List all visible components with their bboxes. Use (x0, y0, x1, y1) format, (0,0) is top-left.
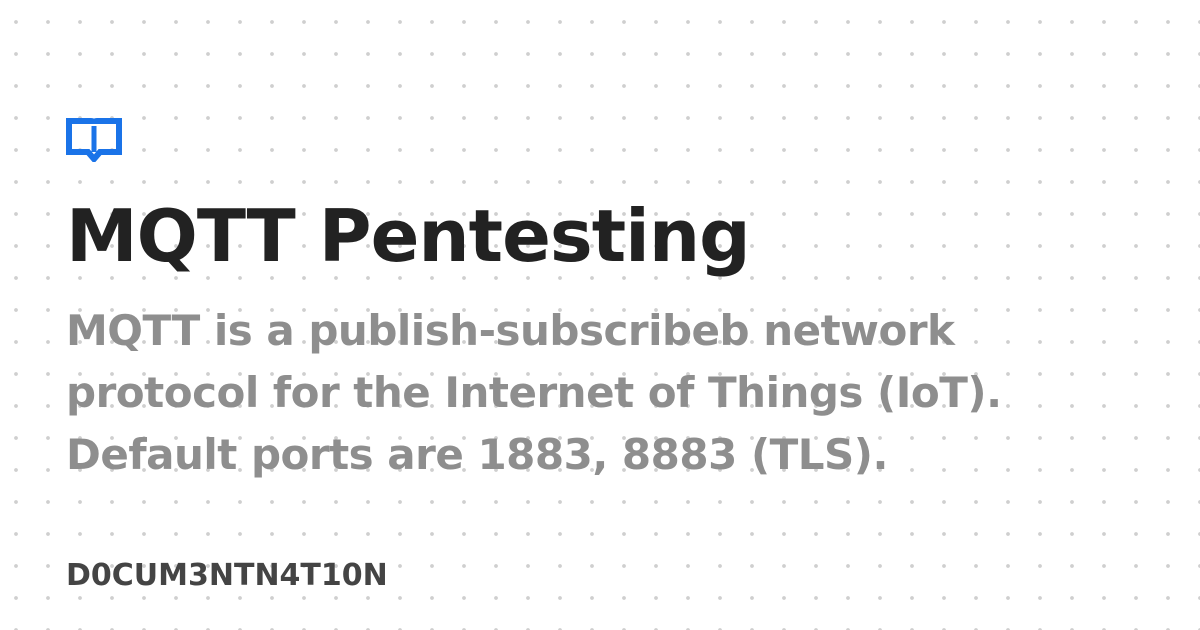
open-book-icon (66, 118, 122, 164)
page-title: MQTT Pentesting (66, 194, 751, 278)
site-name: D0CUM3NTN4T10N (66, 558, 388, 593)
page-description: MQTT is a publish-subscribeb network pro… (66, 306, 1002, 479)
